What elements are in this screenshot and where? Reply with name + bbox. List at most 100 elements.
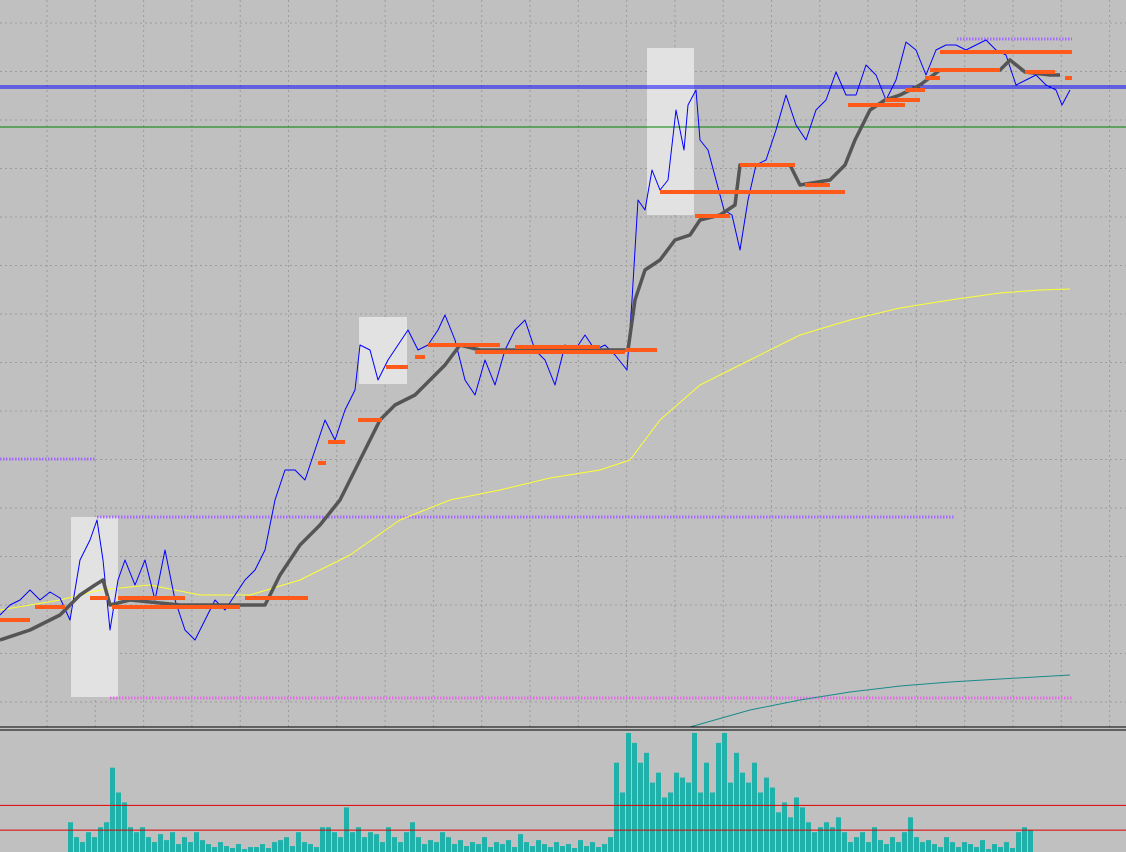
volume-bar [998, 847, 1003, 852]
volume-bar [122, 802, 127, 852]
volume-bar [440, 832, 445, 852]
volume-bar [230, 848, 235, 852]
volume-bar [854, 837, 859, 852]
volume-bar [698, 792, 703, 852]
volume-bar [704, 762, 709, 852]
volume-bar [986, 849, 991, 852]
volume-bar [428, 840, 433, 852]
volume-bar [254, 847, 259, 852]
series-line [689, 674, 1071, 728]
volume-bar [368, 832, 373, 852]
volume-bar [188, 842, 193, 852]
volume-bar [320, 827, 325, 852]
volume-bar [86, 832, 91, 852]
volume-bar [452, 844, 457, 852]
volume-bar [890, 837, 895, 852]
volume-bar [74, 837, 79, 852]
volume-bar [584, 846, 589, 852]
volume-bar [830, 827, 835, 852]
volume-bar [578, 840, 583, 852]
volume-bar [272, 842, 277, 852]
volume-bar [746, 782, 751, 852]
volume-bar [140, 827, 145, 852]
volume-bar [134, 832, 139, 852]
volume-bar [542, 844, 547, 852]
volume-bar [518, 834, 523, 852]
volume-bar [1004, 842, 1009, 852]
series-line [0, 288, 1071, 611]
volume-bar [824, 822, 829, 852]
volume-bar [500, 844, 505, 852]
volume-bar [614, 762, 619, 852]
volume-bar [284, 837, 289, 852]
volume-bar [266, 848, 271, 852]
volume-bar [68, 822, 73, 852]
volume-bar [422, 844, 427, 852]
volume-bar [716, 742, 721, 852]
volume-bar [176, 844, 181, 852]
volume-bar [734, 752, 739, 852]
volume-bar [818, 827, 823, 852]
volume-bar [392, 837, 397, 852]
volume-bar [536, 840, 541, 852]
volume-bar [290, 846, 295, 852]
volume-bar [416, 837, 421, 852]
volume-bar [590, 842, 595, 852]
volume-bar [1028, 830, 1033, 852]
volume-bar [902, 832, 907, 852]
volume-bar [638, 762, 643, 852]
volume-bar [956, 847, 961, 852]
volume-bar [788, 817, 793, 852]
volume-bar [182, 837, 187, 852]
volume-bar [200, 840, 205, 852]
volume-bar [308, 844, 313, 852]
volume-bar [944, 837, 949, 852]
volume-bar [866, 842, 871, 852]
volume-bar [386, 827, 391, 852]
volume-bar [458, 840, 463, 852]
volume-bar [878, 840, 883, 852]
highlight-box [71, 517, 118, 697]
volume-bar [512, 847, 517, 852]
volume-bar [152, 842, 157, 852]
volume-bar [932, 844, 937, 852]
volume-bar [710, 792, 715, 852]
volume-bar [644, 752, 649, 852]
volume-bar [656, 772, 661, 852]
volume-bar [470, 842, 475, 852]
grid [0, 0, 1126, 727]
volume-bar [860, 832, 865, 852]
volume-bar [356, 827, 361, 852]
volume-bar [1010, 848, 1015, 852]
volume-bar [434, 842, 439, 852]
volume-bar [806, 822, 811, 852]
volume-bar [782, 802, 787, 852]
volume-bar [842, 832, 847, 852]
volume-bar [770, 787, 775, 852]
volume-bar [908, 817, 913, 852]
volume-bar [530, 846, 535, 852]
highlight-box [647, 48, 694, 215]
volume-bar [206, 844, 211, 852]
volume-bar [314, 847, 319, 852]
volume-bar [620, 792, 625, 852]
volume-bar [116, 792, 121, 852]
volume-bar [296, 832, 301, 852]
volume-bar [602, 844, 607, 852]
volume-bar [914, 837, 919, 852]
volume-bar [938, 847, 943, 852]
volume-bar [494, 842, 499, 852]
volume-bar [110, 767, 115, 852]
volume-bar [332, 832, 337, 852]
volume-bar [572, 848, 577, 852]
volume-bar [812, 832, 817, 852]
volume-bar [464, 846, 469, 852]
volume-bar [506, 840, 511, 852]
volume-bar [662, 797, 667, 852]
volume-bar [968, 844, 973, 852]
volume-bar [104, 822, 109, 852]
volume-bar [194, 832, 199, 852]
highlight-box [359, 317, 407, 384]
volume-bar [764, 777, 769, 852]
